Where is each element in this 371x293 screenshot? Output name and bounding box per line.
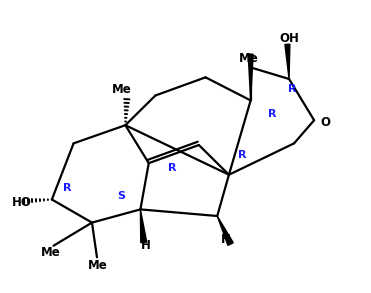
Text: H: H <box>141 239 151 252</box>
Text: O: O <box>321 116 331 129</box>
Text: OH: OH <box>280 32 300 45</box>
Text: R: R <box>168 163 176 173</box>
Text: Me: Me <box>112 84 132 96</box>
Text: HO: HO <box>12 196 32 209</box>
Polygon shape <box>217 216 233 245</box>
Text: S: S <box>117 191 125 201</box>
Text: H: H <box>221 233 231 246</box>
Text: Me: Me <box>239 52 258 65</box>
Text: R: R <box>288 84 297 94</box>
Polygon shape <box>140 209 147 243</box>
Polygon shape <box>248 54 253 100</box>
Text: R: R <box>238 150 247 160</box>
Text: R: R <box>63 183 71 193</box>
Text: R: R <box>268 109 277 119</box>
Text: Me: Me <box>88 259 108 272</box>
Text: Me: Me <box>41 246 61 260</box>
Polygon shape <box>285 44 290 79</box>
